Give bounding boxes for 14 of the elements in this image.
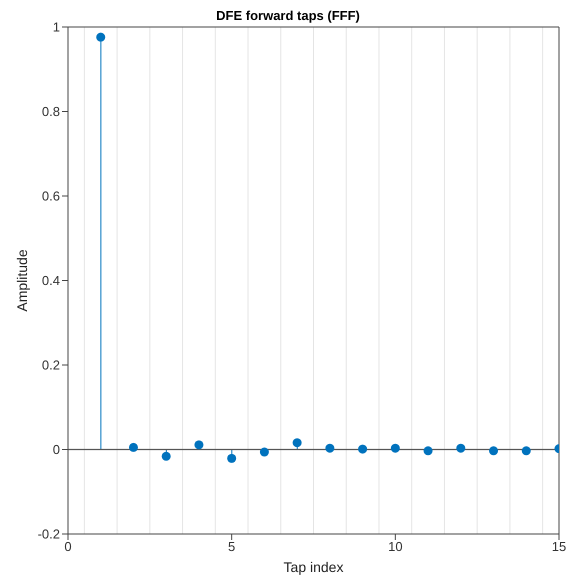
y-tick-label: -0.2 — [38, 526, 60, 542]
y-tick-label: 0.8 — [42, 104, 60, 120]
y-tick-label: 0.6 — [42, 188, 60, 204]
y-tick-label: 0 — [52, 442, 60, 458]
y-tick-label: 1 — [52, 20, 60, 35]
y-axis-title: Amplitude — [14, 249, 30, 312]
x-tick-label: 15 — [552, 539, 566, 554]
x-tick-label: 0 — [64, 539, 72, 554]
chart-title: DFE forward taps (FFF) — [216, 8, 360, 23]
y-tick-label: 0.2 — [42, 358, 60, 373]
x-tick-label: 5 — [228, 539, 236, 554]
x-tick-label: 10 — [388, 539, 403, 554]
x-axis-title: Tap index — [284, 559, 344, 575]
y-tick-label: 0.4 — [42, 273, 60, 288]
